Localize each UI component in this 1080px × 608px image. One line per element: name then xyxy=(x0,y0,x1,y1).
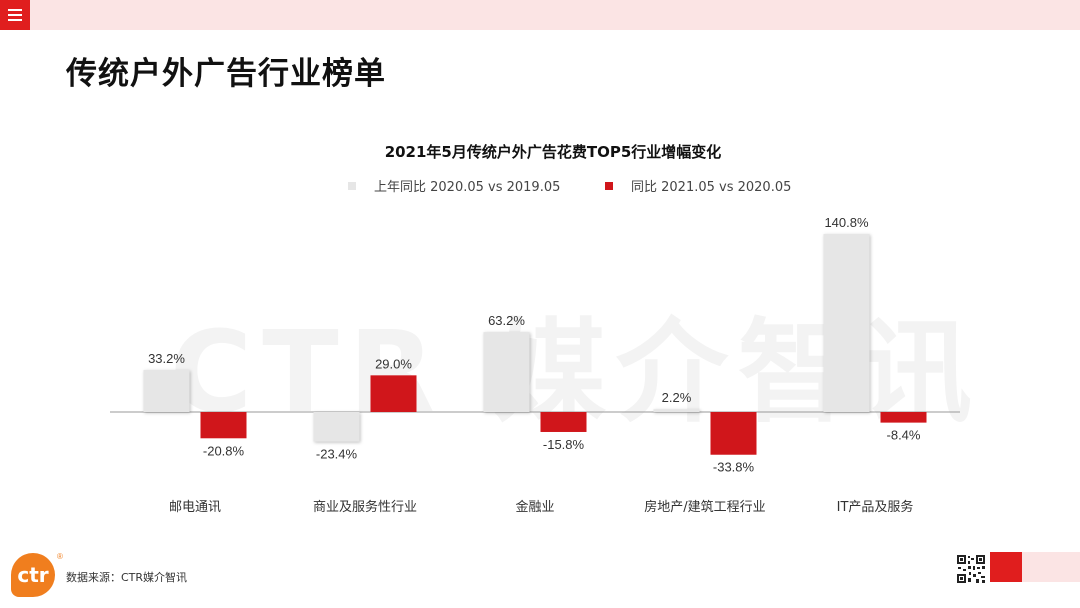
logo-text: ctr xyxy=(17,563,49,587)
bar-s1-c4 xyxy=(653,409,700,412)
category-label-5: IT产品及服务 xyxy=(837,499,914,515)
category-label-4: 房地产/建筑工程行业 xyxy=(644,499,765,515)
ctr-logo: ctr xyxy=(11,553,55,597)
data-label-s1-c4: 2.2% xyxy=(662,390,692,405)
logo-registered-mark: ® xyxy=(57,552,63,561)
hamburger-icon xyxy=(8,9,22,21)
legend-label-2: 同比 2021.05 vs 2020.05 xyxy=(631,180,791,195)
page-title: 传统户外广告行业榜单 xyxy=(66,56,386,92)
data-label-s1-c2: -23.4% xyxy=(316,447,358,462)
footer-red-block xyxy=(990,552,1022,582)
legend-marker-1 xyxy=(348,182,356,190)
data-label-s2-c5: -8.4% xyxy=(887,428,921,443)
data-label-s2-c2: 29.0% xyxy=(375,356,412,371)
bar-s2-c4 xyxy=(710,412,757,455)
data-label-s2-c3: -15.8% xyxy=(543,437,585,452)
legend-label-1: 上年同比 2020.05 vs 2019.05 xyxy=(374,180,560,195)
data-source: 数据来源：CTR媒介智讯 xyxy=(66,571,188,584)
data-label-s1-c3: 63.2% xyxy=(488,313,525,328)
category-label-1: 邮电通讯 xyxy=(169,500,221,515)
bar-s2-c2 xyxy=(370,375,417,412)
legend-marker-2 xyxy=(605,182,613,190)
qr-code-icon xyxy=(956,554,986,584)
data-label-s1-c5: 140.8% xyxy=(824,215,869,230)
top-bar xyxy=(0,0,1080,30)
bar-s2-c5 xyxy=(880,412,927,423)
menu-button[interactable] xyxy=(0,0,30,30)
chart-title: 2021年5月传统户外广告花费TOP5行业增幅变化 xyxy=(385,143,722,161)
data-label-s1-c1: 33.2% xyxy=(148,351,185,366)
bar-s1-c5 xyxy=(823,234,870,412)
bar-s2-c3 xyxy=(540,412,587,432)
bar-s1-c1 xyxy=(143,370,190,412)
bar-s1-c3 xyxy=(483,332,530,412)
category-label-3: 金融业 xyxy=(515,499,554,515)
category-label-2: 商业及服务性行业 xyxy=(313,499,417,515)
data-label-s2-c4: -33.8% xyxy=(713,460,755,475)
data-label-s2-c1: -20.8% xyxy=(203,443,245,458)
bar-s2-c1 xyxy=(200,412,247,439)
bar-s1-c2 xyxy=(313,412,360,442)
footer-pink-block xyxy=(1022,552,1080,582)
